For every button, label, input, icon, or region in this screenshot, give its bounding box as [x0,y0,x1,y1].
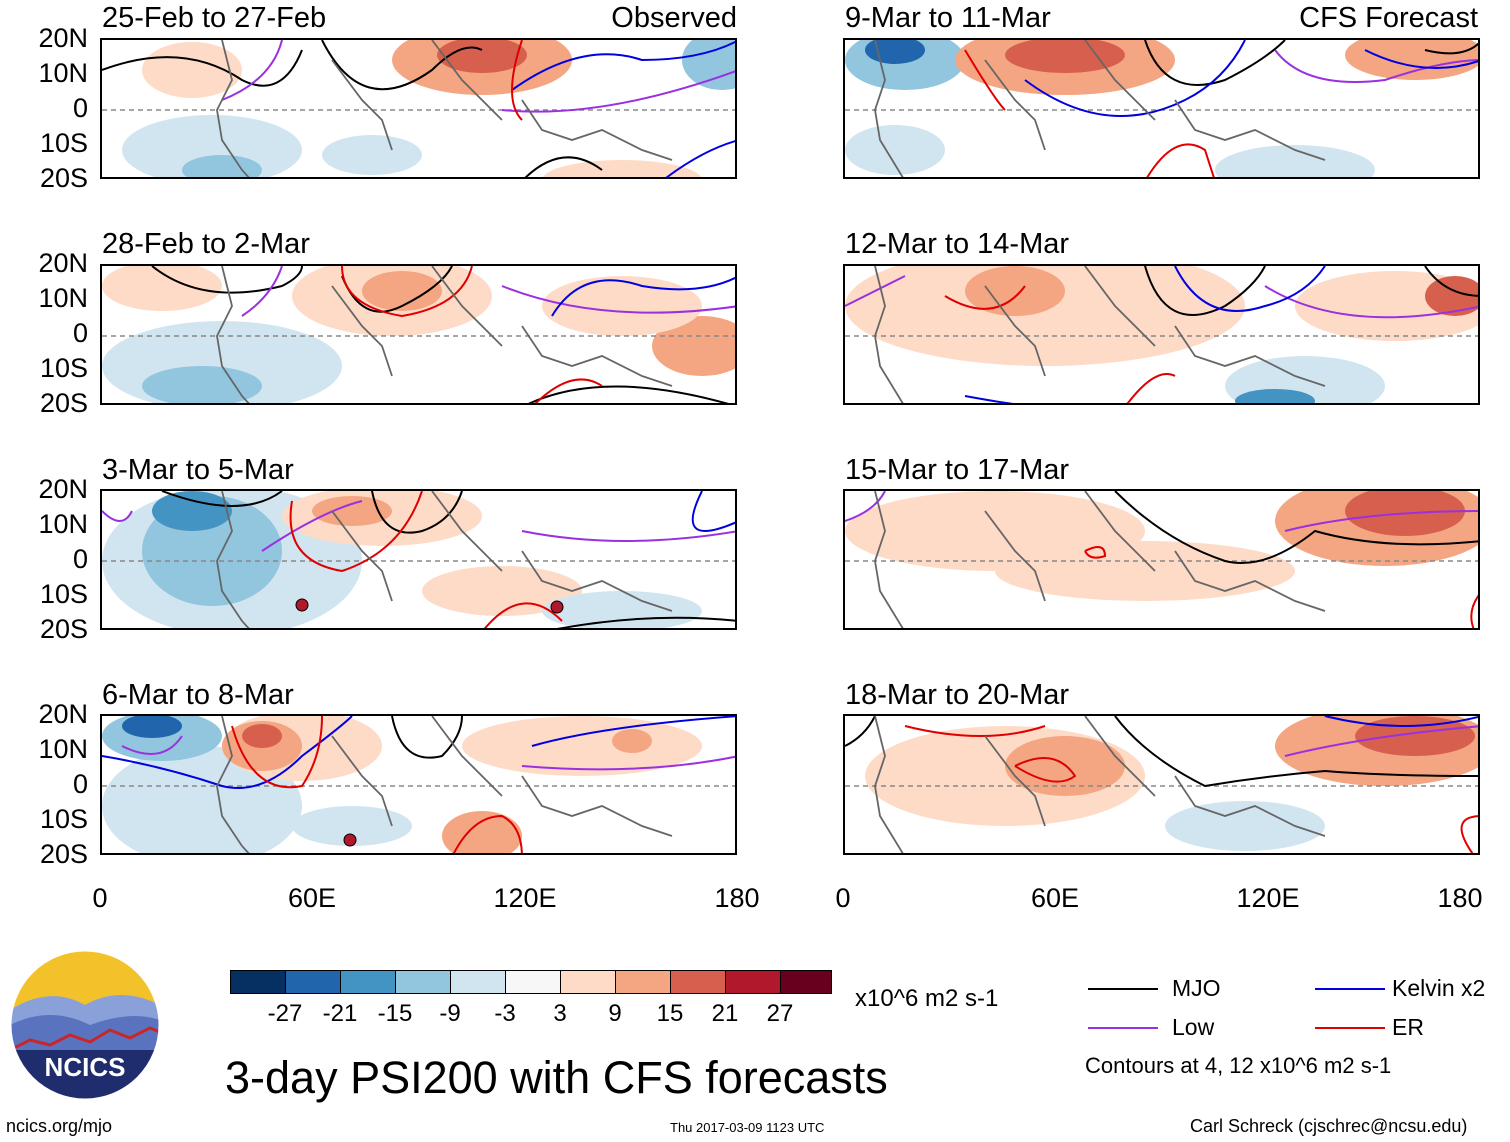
x-tick-label: 120E [493,883,557,913]
map-panel [100,714,737,855]
legend-line-kelvin [1315,988,1385,990]
y-tick-label: 20N [38,474,88,504]
legend-line-low [1088,1027,1158,1029]
map-panel [100,264,737,405]
y-tick-label: 20S [39,388,88,418]
colorbar-cell [505,970,561,994]
y-tick-label: 0 [72,93,88,123]
colorbar-cell [230,970,286,994]
panel-title: 25-Feb to 27-Feb [102,2,327,34]
y-tick-label: 10S [39,128,88,158]
panel-title: 3-Mar to 5-Mar [102,454,294,486]
colorbar-cell [670,970,726,994]
y-tick-label: 10S [39,804,88,834]
panel-title: 28-Feb to 2-Mar [102,228,310,260]
y-tick-label: 10N [38,283,88,313]
legend-label-er: ER [1392,1014,1424,1040]
colorbar-units: x10^6 m2 s-1 [855,985,999,1012]
colorbar-label: 9 [608,1000,622,1027]
legend-line-er [1315,1027,1385,1029]
panel-title: 6-Mar to 8-Mar [102,679,294,711]
colorbar-cell [725,970,781,994]
y-tick-label: 10S [39,353,88,383]
colorbar-label: -21 [322,1000,358,1027]
map-panel [843,714,1480,855]
y-tick-label: 10N [38,734,88,764]
x-tick-label: 180 [714,883,760,913]
x-tick-label: 60E [1030,883,1080,913]
ncics-logo: NCICS [10,950,160,1100]
y-tick-label: 20N [38,248,88,278]
colorbar-label: 27 [766,1000,794,1027]
legend-label-kelvin: Kelvin x2 [1392,975,1486,1001]
x-tick-label: 60E [287,883,337,913]
colorbar-cell [450,970,506,994]
panel-title: 15-Mar to 17-Mar [845,454,1070,486]
panel-title: 12-Mar to 14-Mar [845,228,1070,260]
map-panel [843,38,1480,179]
logo-text: NCICS [45,1052,126,1082]
footer-url: ncics.org/mjo [6,1116,113,1136]
y-tick-label: 20N [38,699,88,729]
map-panel [843,264,1480,405]
x-tick-label: 0 [92,883,108,913]
colorbar-label: 15 [656,1000,684,1027]
colorbar-label: -15 [377,1000,413,1027]
colorbar-label: 21 [711,1000,739,1027]
colorbar-cell [395,970,451,994]
colorbar-label: -3 [494,1000,516,1027]
legend-line-mjo [1088,988,1158,990]
y-tick-label: 0 [72,769,88,799]
y-tick-label: 20S [39,163,88,193]
colorbar-cell [615,970,671,994]
colorbar-label: 3 [553,1000,567,1027]
y-tick-label: 10S [39,579,88,609]
panel-title: 9-Mar to 11-Mar [845,2,1051,34]
colorbar-cell [780,970,832,994]
map-panel [100,489,737,630]
x-tick-label: 180 [1437,883,1483,913]
legend-label-mjo: MJO [1172,975,1221,1001]
colorbar-label: -27 [267,1000,303,1027]
y-tick-label: 0 [72,318,88,348]
x-tick-label: 120E [1236,883,1300,913]
footer-author: Carl Schreck (cjschrec@ncsu.edu) [1190,1116,1468,1136]
map-panel [843,489,1480,630]
legend-label-low: Low [1172,1014,1215,1040]
colorbar-label: -9 [439,1000,461,1027]
contour-note: Contours at 4, 12 x10^6 m2 s-1 [1085,1053,1392,1078]
y-tick-label: 0 [72,544,88,574]
map-panel [100,38,737,179]
y-tick-label: 10N [38,509,88,539]
x-tick-label: 0 [835,883,851,913]
colorbar-cell [560,970,616,994]
colorbar-cell [340,970,396,994]
footer-timestamp: Thu 2017-03-09 1123 UTC [670,1120,825,1135]
panel-title: 18-Mar to 20-Mar [845,679,1070,711]
y-tick-label: 20N [38,23,88,53]
main-title: 3-day PSI200 with CFS forecasts [225,1052,888,1103]
y-tick-label: 10N [38,58,88,88]
y-tick-label: 20S [39,614,88,644]
panel-label: Observed [611,2,737,34]
y-tick-label: 20S [39,839,88,869]
colorbar-cell [285,970,341,994]
panel-label: CFS Forecast [1299,2,1478,34]
